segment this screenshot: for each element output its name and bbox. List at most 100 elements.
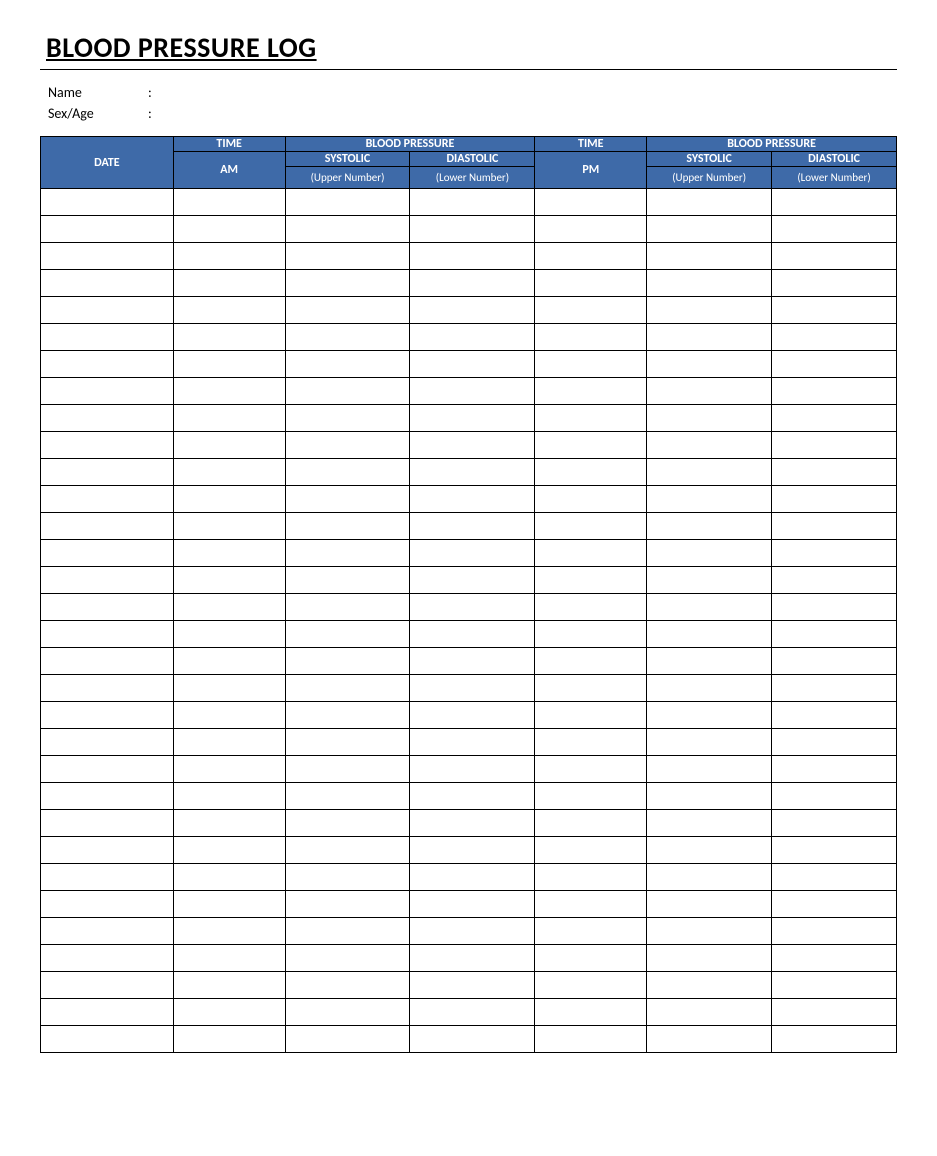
cell-pm[interactable] [535, 675, 647, 702]
cell-sys_pm[interactable] [647, 405, 772, 432]
cell-pm[interactable] [535, 837, 647, 864]
cell-date[interactable] [41, 486, 174, 513]
cell-am[interactable] [173, 189, 285, 216]
cell-sys_am[interactable] [285, 702, 410, 729]
cell-dia_pm[interactable] [772, 243, 897, 270]
cell-pm[interactable] [535, 918, 647, 945]
cell-pm[interactable] [535, 999, 647, 1026]
cell-date[interactable] [41, 270, 174, 297]
cell-sys_pm[interactable] [647, 1026, 772, 1053]
cell-pm[interactable] [535, 648, 647, 675]
cell-date[interactable] [41, 378, 174, 405]
cell-dia_pm[interactable] [772, 675, 897, 702]
cell-date[interactable] [41, 729, 174, 756]
cell-sys_pm[interactable] [647, 621, 772, 648]
cell-dia_am[interactable] [410, 459, 535, 486]
cell-dia_pm[interactable] [772, 405, 897, 432]
cell-dia_pm[interactable] [772, 216, 897, 243]
cell-sys_am[interactable] [285, 648, 410, 675]
cell-date[interactable] [41, 432, 174, 459]
cell-pm[interactable] [535, 702, 647, 729]
cell-sys_pm[interactable] [647, 594, 772, 621]
cell-dia_pm[interactable] [772, 648, 897, 675]
cell-dia_am[interactable] [410, 891, 535, 918]
cell-dia_pm[interactable] [772, 567, 897, 594]
cell-sys_am[interactable] [285, 270, 410, 297]
cell-sys_am[interactable] [285, 675, 410, 702]
cell-am[interactable] [173, 567, 285, 594]
cell-sys_pm[interactable] [647, 810, 772, 837]
cell-dia_am[interactable] [410, 297, 535, 324]
cell-dia_pm[interactable] [772, 918, 897, 945]
cell-sys_pm[interactable] [647, 297, 772, 324]
cell-pm[interactable] [535, 378, 647, 405]
cell-dia_pm[interactable] [772, 783, 897, 810]
cell-dia_pm[interactable] [772, 270, 897, 297]
cell-sys_am[interactable] [285, 972, 410, 999]
cell-pm[interactable] [535, 567, 647, 594]
cell-pm[interactable] [535, 351, 647, 378]
cell-am[interactable] [173, 513, 285, 540]
cell-dia_am[interactable] [410, 864, 535, 891]
cell-am[interactable] [173, 378, 285, 405]
cell-sys_am[interactable] [285, 999, 410, 1026]
cell-am[interactable] [173, 891, 285, 918]
cell-am[interactable] [173, 324, 285, 351]
cell-sys_am[interactable] [285, 432, 410, 459]
cell-am[interactable] [173, 702, 285, 729]
cell-dia_pm[interactable] [772, 594, 897, 621]
cell-sys_pm[interactable] [647, 945, 772, 972]
cell-date[interactable] [41, 243, 174, 270]
cell-date[interactable] [41, 702, 174, 729]
cell-dia_am[interactable] [410, 702, 535, 729]
cell-pm[interactable] [535, 405, 647, 432]
cell-dia_am[interactable] [410, 918, 535, 945]
cell-pm[interactable] [535, 891, 647, 918]
cell-sys_pm[interactable] [647, 324, 772, 351]
cell-sys_pm[interactable] [647, 513, 772, 540]
cell-dia_am[interactable] [410, 378, 535, 405]
cell-dia_am[interactable] [410, 999, 535, 1026]
cell-am[interactable] [173, 1026, 285, 1053]
cell-dia_am[interactable] [410, 837, 535, 864]
cell-pm[interactable] [535, 810, 647, 837]
cell-date[interactable] [41, 675, 174, 702]
cell-dia_pm[interactable] [772, 513, 897, 540]
cell-sys_pm[interactable] [647, 540, 772, 567]
cell-sys_pm[interactable] [647, 459, 772, 486]
cell-date[interactable] [41, 891, 174, 918]
cell-pm[interactable] [535, 297, 647, 324]
cell-pm[interactable] [535, 945, 647, 972]
cell-sys_am[interactable] [285, 864, 410, 891]
cell-sys_am[interactable] [285, 594, 410, 621]
cell-dia_pm[interactable] [772, 729, 897, 756]
cell-dia_pm[interactable] [772, 459, 897, 486]
cell-sys_am[interactable] [285, 297, 410, 324]
cell-am[interactable] [173, 756, 285, 783]
cell-dia_am[interactable] [410, 432, 535, 459]
cell-dia_am[interactable] [410, 486, 535, 513]
cell-pm[interactable] [535, 216, 647, 243]
cell-sys_pm[interactable] [647, 837, 772, 864]
cell-date[interactable] [41, 864, 174, 891]
cell-date[interactable] [41, 837, 174, 864]
cell-date[interactable] [41, 513, 174, 540]
cell-date[interactable] [41, 1026, 174, 1053]
cell-date[interactable] [41, 297, 174, 324]
cell-dia_pm[interactable] [772, 972, 897, 999]
cell-pm[interactable] [535, 756, 647, 783]
cell-sys_am[interactable] [285, 837, 410, 864]
cell-date[interactable] [41, 324, 174, 351]
cell-dia_pm[interactable] [772, 351, 897, 378]
cell-dia_am[interactable] [410, 1026, 535, 1053]
cell-sys_pm[interactable] [647, 864, 772, 891]
cell-sys_am[interactable] [285, 621, 410, 648]
cell-am[interactable] [173, 918, 285, 945]
cell-sys_pm[interactable] [647, 891, 772, 918]
cell-sys_am[interactable] [285, 486, 410, 513]
cell-am[interactable] [173, 297, 285, 324]
cell-date[interactable] [41, 351, 174, 378]
cell-dia_pm[interactable] [772, 432, 897, 459]
cell-pm[interactable] [535, 513, 647, 540]
name-value[interactable] [158, 84, 897, 101]
